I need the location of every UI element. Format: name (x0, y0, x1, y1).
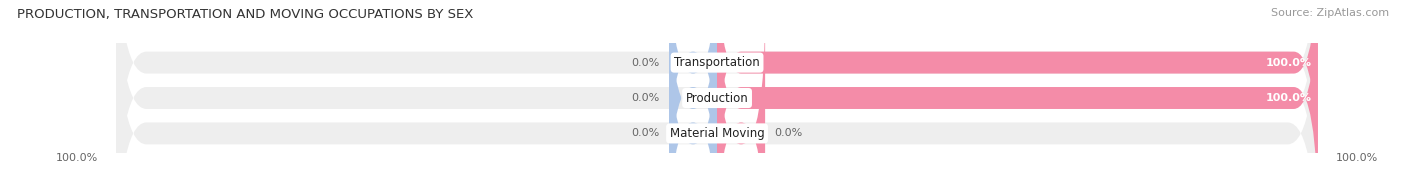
Text: 0.0%: 0.0% (631, 93, 659, 103)
FancyBboxPatch shape (717, 0, 1317, 196)
Text: 100.0%: 100.0% (1265, 93, 1312, 103)
Text: 0.0%: 0.0% (631, 58, 659, 68)
FancyBboxPatch shape (117, 0, 1317, 196)
FancyBboxPatch shape (717, 0, 1317, 193)
Text: 100.0%: 100.0% (56, 153, 98, 163)
FancyBboxPatch shape (669, 0, 717, 196)
Text: Material Moving: Material Moving (669, 127, 765, 140)
Text: 0.0%: 0.0% (775, 128, 803, 138)
FancyBboxPatch shape (717, 3, 765, 196)
Text: 0.0%: 0.0% (631, 128, 659, 138)
Text: Source: ZipAtlas.com: Source: ZipAtlas.com (1271, 8, 1389, 18)
Text: 100.0%: 100.0% (1336, 153, 1378, 163)
FancyBboxPatch shape (117, 0, 1317, 196)
FancyBboxPatch shape (669, 3, 717, 196)
FancyBboxPatch shape (117, 0, 1317, 196)
FancyBboxPatch shape (669, 0, 717, 193)
Text: 100.0%: 100.0% (1265, 58, 1312, 68)
Text: Transportation: Transportation (675, 56, 759, 69)
Text: Production: Production (686, 92, 748, 104)
Text: PRODUCTION, TRANSPORTATION AND MOVING OCCUPATIONS BY SEX: PRODUCTION, TRANSPORTATION AND MOVING OC… (17, 8, 474, 21)
